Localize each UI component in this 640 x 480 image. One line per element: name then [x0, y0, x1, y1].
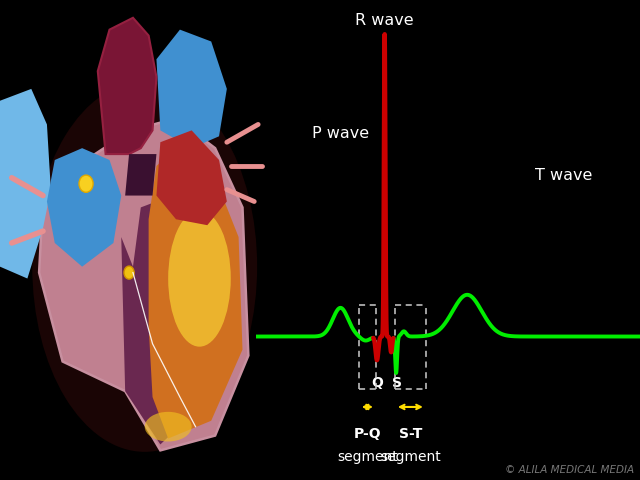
Polygon shape	[39, 119, 248, 450]
Text: segment: segment	[380, 450, 441, 464]
Text: P-Q: P-Q	[353, 427, 381, 441]
Text: S-T: S-T	[399, 427, 422, 441]
Text: segment: segment	[337, 450, 397, 464]
Text: S: S	[392, 376, 402, 390]
Polygon shape	[125, 154, 156, 195]
Polygon shape	[47, 148, 121, 267]
Ellipse shape	[124, 266, 134, 279]
Text: T wave: T wave	[534, 168, 592, 182]
Text: P wave: P wave	[312, 126, 369, 141]
Text: © ALILA MEDICAL MEDIA: © ALILA MEDICAL MEDIA	[505, 465, 634, 475]
Polygon shape	[98, 18, 156, 154]
Ellipse shape	[145, 412, 191, 442]
Polygon shape	[156, 30, 227, 148]
Polygon shape	[148, 142, 243, 439]
Ellipse shape	[79, 175, 93, 192]
Polygon shape	[0, 89, 51, 278]
Polygon shape	[121, 202, 200, 444]
Ellipse shape	[32, 82, 257, 452]
Text: R wave: R wave	[355, 13, 414, 28]
Ellipse shape	[168, 210, 231, 347]
Text: Q: Q	[371, 376, 383, 390]
Polygon shape	[156, 131, 227, 225]
